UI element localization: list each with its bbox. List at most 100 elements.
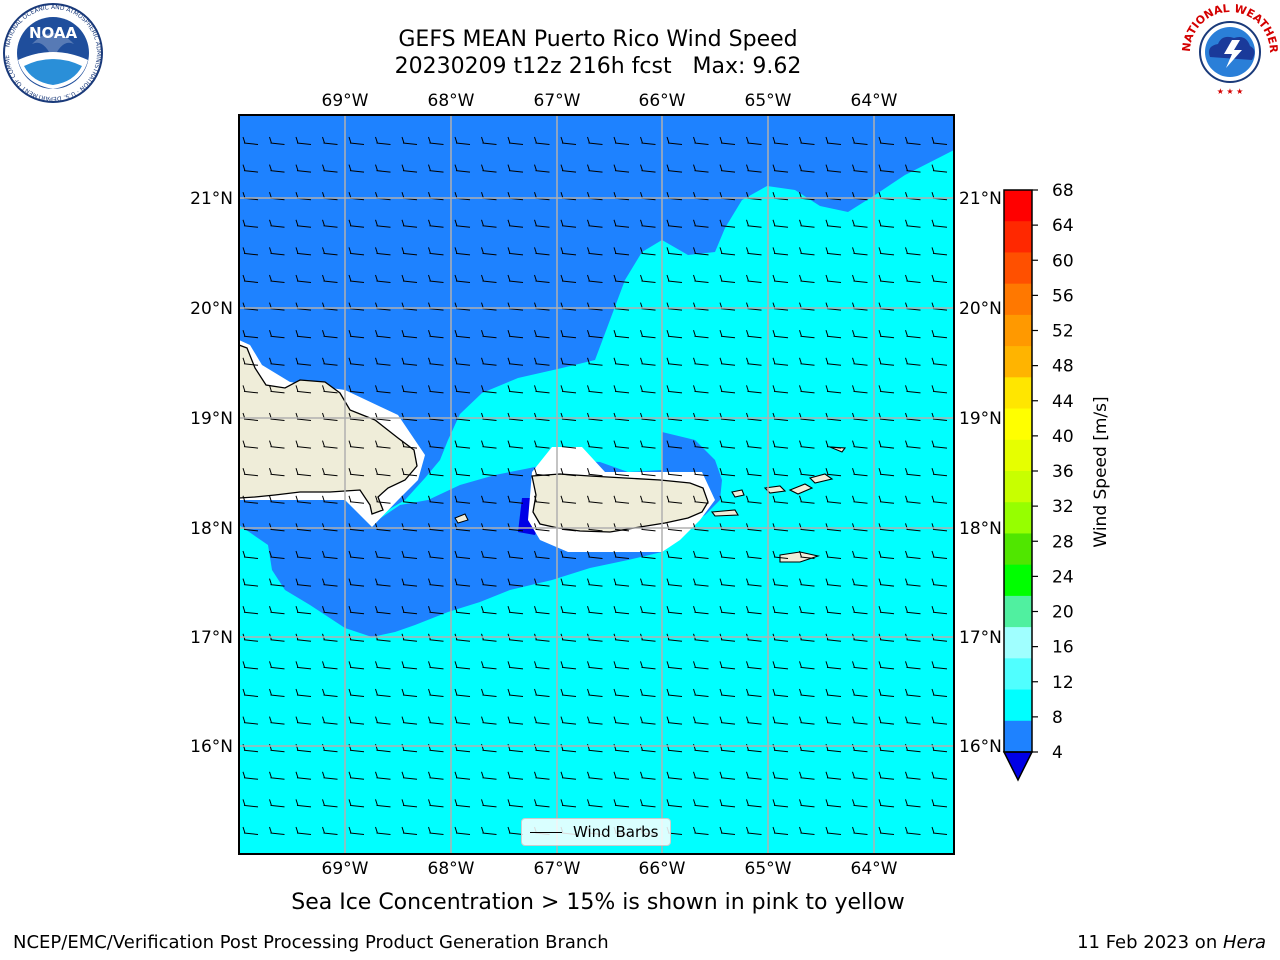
wind-barb [242,164,259,173]
wind-barb [507,799,524,808]
wind-barb [322,330,338,339]
wind-barb [507,385,524,394]
wind-barb [534,385,550,394]
wind-barb [719,716,736,725]
wind-barb [746,661,762,670]
wind-barb [799,247,815,256]
wind-barb [719,357,736,366]
wind-barb [375,385,391,394]
wind-barb [348,744,365,753]
wind-barb [428,440,444,449]
colorbar-segment [1004,252,1032,285]
lat-tick: 17°N [190,628,233,648]
wind-barb [878,661,895,670]
wind-barb [666,688,683,697]
wind-barb [719,330,736,339]
colorbar-label: Wind Speed [m/s] [1091,396,1111,547]
wind-barb [931,578,948,587]
wind-barb [242,495,259,504]
wind-barb [719,661,736,670]
wind-barb [719,136,736,145]
wind-barb [905,578,921,587]
wind-barb [401,274,418,283]
wind-barb [348,247,365,256]
wind-barb [269,744,285,753]
colorbar-tick-label: 28 [1052,532,1074,552]
wind-barb [401,716,418,725]
lat-tick: 20°N [959,299,1002,319]
map-frame [238,114,955,855]
colorbar-extend-triangle [1002,751,1034,782]
wind-barb [534,771,550,780]
colorbar-segment [1004,564,1032,597]
wind-barb [772,771,789,780]
wind-barb [693,771,709,780]
wind-barb [905,440,921,449]
wind-barb [507,606,524,615]
lat-ticks-right: 21°N 20°N 19°N 18°N 17°N 16°N [959,189,1002,757]
wind-barb [454,716,471,725]
wind-barb [507,716,524,725]
lon-ticks-top: 69°W 68°W 67°W 66°W 65°W 64°W [322,91,898,111]
wind-barb [852,136,868,145]
wind-barb [454,661,471,670]
wind-barb [295,716,312,725]
wind-barb [534,330,550,339]
colorbar-segment [1004,314,1032,347]
wind-barb [905,550,921,559]
wind-barb [375,136,391,145]
wind-barb [242,274,259,283]
wind-barb [242,826,259,835]
wind-barb [878,164,895,173]
wind-barb [481,330,497,339]
wind-barb [560,744,577,753]
wind-barb [295,688,312,697]
wind-barb [454,578,471,587]
wind-barb [693,330,709,339]
wind-barb [534,550,550,559]
wind-barb [666,550,683,559]
wind-barb [454,468,471,477]
colorbar: 68 64 60 56 52 48 44 40 36 32 28 24 20 16 12 8 4 [1002,181,1074,782]
map-fill [239,115,954,854]
lon-tick: 67°W [534,91,581,111]
wind-barb [878,495,895,504]
lat-tick: 16°N [190,737,233,757]
wind-barb [825,826,842,835]
wind-barb [693,688,709,697]
wind-barb [878,247,895,256]
wind-barb [295,606,312,615]
wind-barb [613,136,630,145]
wind-barb [269,330,285,339]
wind-barb [481,606,497,615]
colorbar-tick-label: 48 [1052,357,1074,377]
wind-barb [454,164,471,173]
wind-barb [295,744,312,753]
wind-barb [428,771,444,780]
wind-barb [507,330,524,339]
lat-tick: 17°N [959,628,1002,648]
wind-barb [401,330,418,339]
barb-legend-line [530,832,562,833]
wind-barb [746,495,762,504]
wind-barb [295,661,312,670]
wind-barb [799,274,815,283]
wind-barb [454,688,471,697]
wind-barb [719,799,736,808]
wind-barb [322,578,338,587]
wind-barb [746,440,762,449]
wind-barb [242,136,259,145]
wind-barb [322,219,338,228]
wind-barb [905,799,921,808]
wind-barb [640,606,656,615]
wind-barb [772,330,789,339]
wind-barb [269,274,285,283]
colorbar-tick-label: 16 [1052,638,1074,658]
lon-tick: 69°W [322,91,369,111]
wind-barb [454,330,471,339]
wind-barb [693,799,709,808]
wind-barb [507,136,524,145]
wind-barb [746,136,762,145]
puerto-rico-land [531,473,709,533]
wind-barb [507,744,524,753]
